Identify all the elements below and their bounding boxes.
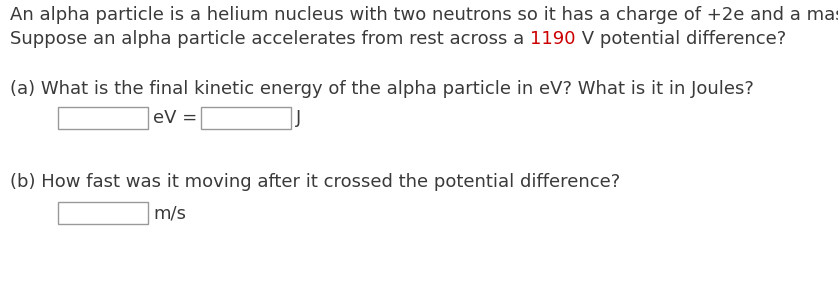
Bar (58, 107, 148, 129)
Text: m/s: m/s (153, 204, 186, 222)
Bar (58, 202, 148, 224)
Text: Suppose an alpha particle accelerates from rest across a: Suppose an alpha particle accelerates fr… (10, 30, 530, 48)
Text: V potential difference?: V potential difference? (576, 30, 786, 48)
Text: (b) How fast was it moving after it crossed the potential difference?: (b) How fast was it moving after it cros… (10, 173, 620, 191)
Text: 1190: 1190 (530, 30, 576, 48)
Text: eV =: eV = (153, 109, 197, 127)
Bar (201, 107, 292, 129)
Text: An alpha particle is a helium nucleus with two neutrons so it has a charge of +2: An alpha particle is a helium nucleus wi… (10, 6, 838, 24)
Text: (a) What is the final kinetic energy of the alpha particle in eV? What is it in : (a) What is the final kinetic energy of … (10, 80, 754, 98)
Text: J: J (297, 109, 302, 127)
